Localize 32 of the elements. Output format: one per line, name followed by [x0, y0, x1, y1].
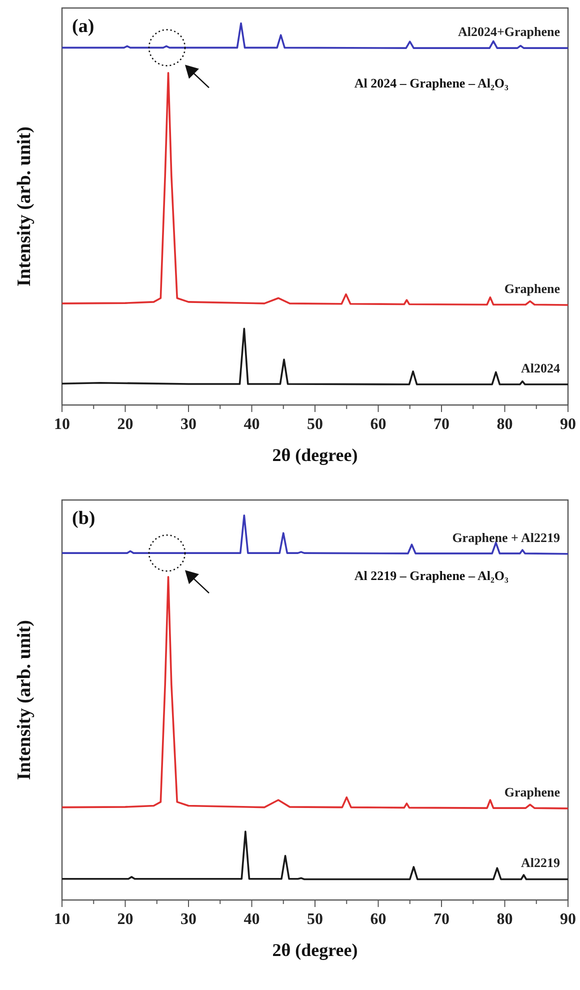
chart-title: (b) [72, 508, 96, 529]
x-tick-label: 20 [117, 911, 134, 928]
series-label: Al2024+Graphene [458, 24, 560, 40]
y-axis-title: Intensity (arb. unit) [14, 620, 35, 780]
series-label: Graphene + Al2219 [452, 530, 560, 545]
x-tick-label: 40 [244, 416, 260, 433]
x-tick-label: 90 [560, 911, 576, 928]
x-tick-label: 30 [180, 416, 196, 433]
annotation: Al 2219 – Graphene – Al₂O₃ [354, 568, 509, 583]
x-axis-title: 2θ (degree) [272, 445, 358, 465]
x-tick-label: 50 [307, 911, 323, 928]
x-tick-label: 50 [307, 416, 323, 433]
chart-title: (a) [72, 16, 94, 37]
annotation: Al 2024 – Graphene – Al₂O₃ [354, 75, 509, 90]
x-tick-label: 80 [496, 416, 513, 433]
x-tick-label: 10 [54, 911, 70, 928]
x-tick-label: 20 [117, 416, 134, 433]
x-tick-label: 80 [496, 911, 513, 928]
x-tick-label: 90 [560, 416, 576, 433]
x-tick-label: 70 [434, 416, 450, 433]
x-tick-label: 10 [54, 416, 70, 433]
x-tick-label: 60 [370, 416, 386, 433]
series-label: Graphene [504, 280, 560, 296]
series-label: Al2219 [521, 855, 560, 870]
x-tick-label: 40 [244, 911, 260, 928]
x-tick-label: 60 [370, 911, 386, 928]
y-axis-title: Intensity (arb. unit) [14, 126, 35, 286]
x-axis-title: 2θ (degree) [272, 940, 358, 960]
series-label: Graphene [504, 784, 560, 800]
x-tick-label: 70 [434, 911, 450, 928]
x-tick-label: 30 [180, 911, 196, 928]
series-label: Al2024 [521, 360, 560, 376]
